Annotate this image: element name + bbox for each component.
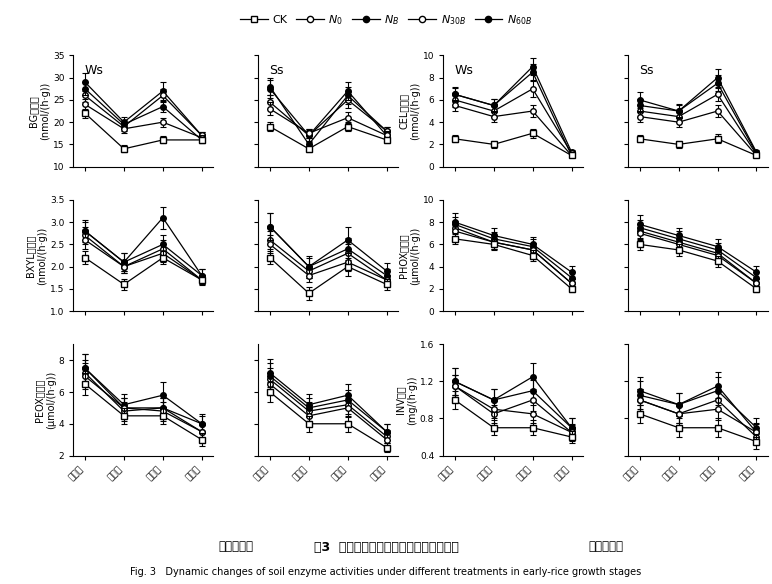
Text: Ss: Ss — [639, 64, 654, 77]
Legend: CK, $N_0$, $N_B$, $N_{30B}$, $N_{60B}$: CK, $N_0$, $N_B$, $N_{30B}$, $N_{60B}$ — [235, 9, 537, 31]
Text: Ws: Ws — [455, 64, 473, 77]
Text: 图3  土壤酶活性随早稽生育期的动态变化: 图3 土壤酶活性随早稽生育期的动态变化 — [313, 541, 459, 554]
Y-axis label: CEL酶活性
(nmol/(h·g)): CEL酶活性 (nmol/(h·g)) — [398, 82, 420, 140]
Y-axis label: BXYL酶活性
(nmol/(h·g)): BXYL酶活性 (nmol/(h·g)) — [25, 227, 47, 284]
Text: Ss: Ss — [269, 64, 284, 77]
Text: Fig. 3   Dynamic changes of soil enzyme activities under different treatments in: Fig. 3 Dynamic changes of soil enzyme ac… — [130, 567, 642, 578]
Text: 早稽生育期: 早稽生育期 — [588, 540, 623, 552]
Text: 早稽生育期: 早稽生育期 — [218, 540, 253, 552]
Y-axis label: PHOX酶活性
(μmol/(h·g)): PHOX酶活性 (μmol/(h·g)) — [398, 227, 420, 284]
Text: Ws: Ws — [85, 64, 103, 77]
Y-axis label: BG酶活性
(nmol/(h·g)): BG酶活性 (nmol/(h·g)) — [29, 82, 50, 140]
Y-axis label: INV活性
(mg/(h·g)): INV活性 (mg/(h·g)) — [395, 375, 417, 425]
Y-axis label: PEOX酶活性
(μmol/(h·g)): PEOX酶活性 (μmol/(h·g)) — [34, 371, 56, 429]
